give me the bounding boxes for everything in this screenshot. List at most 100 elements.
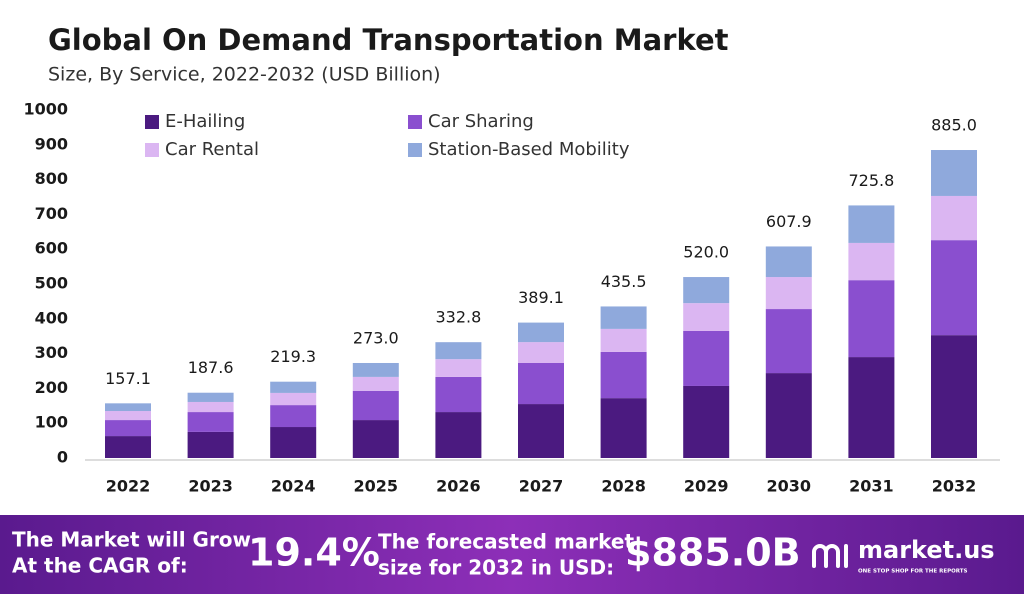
bar-segment xyxy=(600,306,647,329)
legend-label: Car Sharing xyxy=(428,111,534,132)
y-tick-label: 700 xyxy=(35,204,68,223)
legend-swatch xyxy=(408,143,422,157)
x-tick-label: 2029 xyxy=(684,477,729,496)
bar-segment xyxy=(765,373,812,458)
bar-segment xyxy=(435,342,482,360)
x-tick-label: 2031 xyxy=(849,477,894,496)
brand-logo xyxy=(812,544,848,568)
y-tick-label: 100 xyxy=(35,413,68,432)
cagr-value: 19.4% xyxy=(248,531,380,575)
legend-label: Station-Based Mobility xyxy=(428,139,630,160)
legend-swatch xyxy=(145,143,159,157)
bar-segment xyxy=(105,436,151,458)
bar-segment xyxy=(683,303,730,331)
y-tick-label: 400 xyxy=(35,308,68,327)
plot: 0 100 200 300 400 500 600 700 800 900 1000 E-Hailin… xyxy=(23,100,1000,496)
bar-segment xyxy=(105,403,151,412)
bar-segment xyxy=(931,150,977,196)
bar-segment xyxy=(270,405,317,428)
bar-segment xyxy=(518,342,564,363)
bar-segment xyxy=(105,411,151,421)
bar-segment xyxy=(352,420,399,458)
y-tick-label: 500 xyxy=(35,274,68,293)
x-tick-label: 2032 xyxy=(932,477,977,496)
bar-segment xyxy=(600,351,647,399)
bar-segment xyxy=(105,420,151,437)
x-tick-label: 2030 xyxy=(767,477,812,496)
total-label: 332.8 xyxy=(435,308,481,327)
chart-title: Global On Demand Transportation Market xyxy=(48,23,729,57)
forecast-value: $885.0B xyxy=(625,531,801,575)
total-label: 187.6 xyxy=(188,358,234,377)
footer: The Market will Grow At the CAGR of: 19.… xyxy=(12,528,995,580)
bar-segment xyxy=(848,205,895,243)
bar-segment xyxy=(187,431,234,458)
forecast-label: The forecasted market xyxy=(378,530,634,554)
x-tick-label: 2023 xyxy=(188,477,233,496)
total-label: 520.0 xyxy=(683,243,729,262)
cagr-label: The Market will Grow xyxy=(12,528,251,552)
bar-segment xyxy=(187,401,234,413)
bar-segment xyxy=(683,330,730,386)
bar-segment xyxy=(518,322,564,343)
bar-segment xyxy=(435,359,482,377)
y-tick-label: 0 xyxy=(57,448,68,467)
bar-segment xyxy=(600,398,647,458)
bar-segment xyxy=(518,362,564,405)
brand-name: market.us xyxy=(858,536,995,564)
x-tick-label: 2025 xyxy=(354,477,399,496)
x-tick-label: 2026 xyxy=(436,477,481,496)
bar-segment xyxy=(765,309,812,374)
bar-segment xyxy=(187,392,234,402)
legend-label: E-Hailing xyxy=(165,111,245,132)
bar-segment xyxy=(352,362,399,377)
y-tick-label: 900 xyxy=(35,134,68,153)
x-tick-label: 2024 xyxy=(271,477,316,496)
bar-segment xyxy=(683,277,730,304)
x-tick-label: 2022 xyxy=(106,477,151,496)
bar-segment xyxy=(765,277,812,310)
bar-segment xyxy=(187,412,234,432)
bar-segment xyxy=(352,390,399,421)
total-label: 273.0 xyxy=(353,328,399,347)
y-tick-label: 1000 xyxy=(23,100,68,119)
legend-swatch xyxy=(145,115,159,129)
total-label: 157.1 xyxy=(105,369,151,388)
total-label: 885.0 xyxy=(931,116,977,135)
y-tick-label: 300 xyxy=(35,343,68,362)
bar-segment xyxy=(600,328,647,352)
x-tick-label: 2027 xyxy=(519,477,564,496)
x-tick-label: 2028 xyxy=(601,477,646,496)
bar-segment xyxy=(931,335,977,458)
bar-segment xyxy=(435,412,482,458)
y-tick-label: 600 xyxy=(35,239,68,258)
y-tick-label: 800 xyxy=(35,169,68,188)
forecast-label: size for 2032 in USD: xyxy=(378,556,614,580)
bar-segment xyxy=(270,381,317,393)
total-label: 725.8 xyxy=(848,171,894,190)
bar-segment xyxy=(931,195,977,241)
bar-segment xyxy=(518,404,564,458)
legend-label: Car Rental xyxy=(165,139,259,160)
total-label: 607.9 xyxy=(766,212,812,231)
bar-segment xyxy=(931,240,977,336)
total-label: 219.3 xyxy=(270,347,316,366)
bar-segment xyxy=(765,246,812,278)
bar-segment xyxy=(435,376,482,413)
bar-segment xyxy=(270,427,317,458)
bar-segment xyxy=(352,376,399,391)
cagr-label: At the CAGR of: xyxy=(12,554,188,578)
bar-segment xyxy=(683,385,730,458)
legend-swatch xyxy=(408,115,422,129)
footer-banner xyxy=(0,515,1024,594)
bar-segment xyxy=(848,280,895,358)
total-label: 435.5 xyxy=(601,272,647,291)
y-tick-label: 200 xyxy=(35,378,68,397)
bar-segment xyxy=(848,357,895,458)
bar-segment xyxy=(848,242,895,281)
total-label: 389.1 xyxy=(518,288,564,307)
bar-segment xyxy=(270,392,317,406)
chart-subtitle: Size, By Service, 2022-2032 (USD Billion… xyxy=(48,64,441,86)
brand-tagline: ONE STOP SHOP FOR THE REPORTS xyxy=(858,569,968,575)
